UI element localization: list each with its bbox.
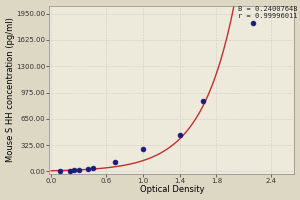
Y-axis label: Mouse S HH concentration (pg/ml): Mouse S HH concentration (pg/ml) <box>6 17 15 162</box>
Point <box>90 167 95 170</box>
Point <box>72 169 76 172</box>
Point <box>251 22 256 25</box>
Point <box>85 167 90 171</box>
Point <box>141 147 146 150</box>
X-axis label: Optical Density: Optical Density <box>140 185 204 194</box>
Text: B = 0.24007648
r = 0.99996011: B = 0.24007648 r = 0.99996011 <box>238 6 297 19</box>
Point <box>67 169 72 172</box>
Point <box>200 99 205 103</box>
Point <box>177 133 182 137</box>
Point <box>113 160 118 163</box>
Point <box>58 169 63 173</box>
Point <box>76 168 81 172</box>
